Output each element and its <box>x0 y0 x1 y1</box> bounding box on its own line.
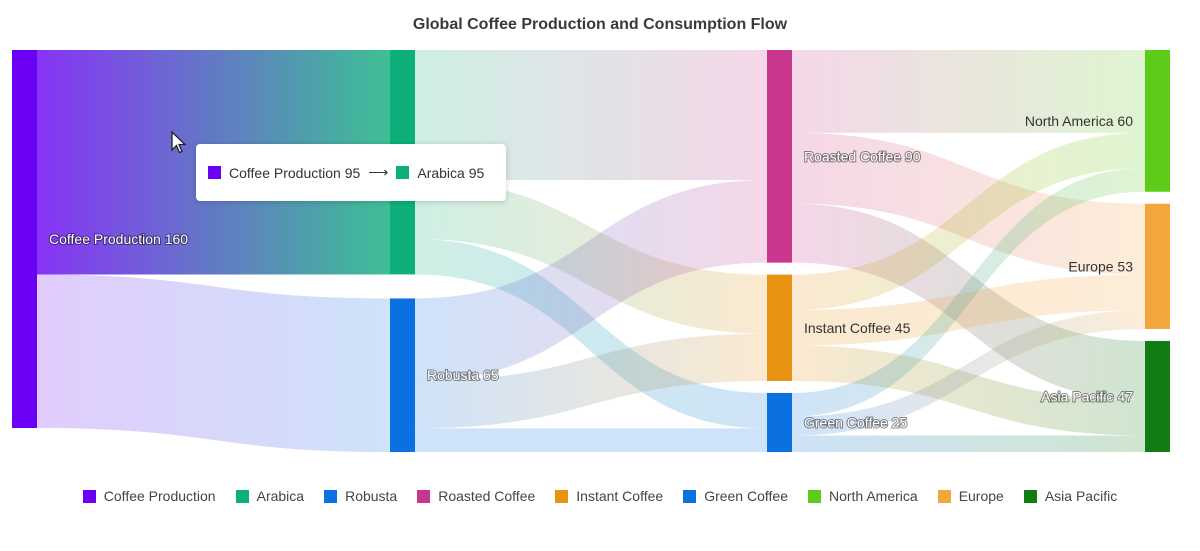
legend-swatch <box>807 489 821 503</box>
legend-swatch <box>555 489 569 503</box>
node-europe[interactable] <box>1145 203 1170 329</box>
node-label-instant: Instant Coffee 45 <box>804 320 911 336</box>
link-green-to-europe[interactable] <box>792 310 1145 436</box>
node-label-north_america: North America 60 <box>1025 113 1133 129</box>
node-green[interactable] <box>767 392 792 452</box>
link-robusta-to-instant[interactable] <box>415 333 767 429</box>
link-instant-to-asia_pacific[interactable] <box>792 345 1145 436</box>
legend-label: Robusta <box>345 488 398 504</box>
legend-swatch <box>417 489 431 503</box>
legend-swatch <box>82 489 96 503</box>
node-label-green: Green Coffee 25 <box>804 414 907 430</box>
legend-item[interactable]: Green Coffee <box>683 488 788 504</box>
link-robusta-to-green[interactable] <box>415 428 767 452</box>
node-label-asia_pacific: Asia Pacific 47 <box>1041 388 1133 404</box>
legend-label: Asia Pacific <box>1044 488 1118 504</box>
tooltip-target-swatch <box>396 166 410 179</box>
link-instant-to-north_america[interactable] <box>792 132 1145 311</box>
tooltip-target-label: Arabica 95 <box>417 164 485 181</box>
link-coffee_production-to-robusta[interactable] <box>37 274 390 452</box>
chart-title: Global Coffee Production and Consumption… <box>412 16 788 33</box>
legend-item[interactable]: North America <box>807 488 918 504</box>
node-asia_pacific[interactable] <box>1145 340 1170 452</box>
legend-swatch <box>1023 489 1037 503</box>
legend-label: Roasted Coffee <box>438 488 536 504</box>
legend-item[interactable]: Coffee Production <box>82 488 216 504</box>
links-layer <box>37 50 1145 452</box>
link-robusta-to-roasted[interactable] <box>415 179 767 382</box>
node-instant[interactable] <box>767 274 792 381</box>
legend-label: Europe <box>958 488 1004 504</box>
legend-item[interactable]: Asia Pacific <box>1023 488 1118 504</box>
legend-item[interactable]: Roasted Coffee <box>417 488 535 504</box>
node-coffee_production[interactable] <box>12 50 37 428</box>
legend-item[interactable]: Europe <box>937 488 1004 504</box>
legend-swatch <box>324 489 338 503</box>
mouse-pointer-icon <box>171 130 187 154</box>
node-north_america[interactable] <box>1145 50 1170 192</box>
legend-label: Arabica <box>256 488 305 504</box>
chart-legend: Coffee Production Arabica Robusta Roasted C… <box>0 488 1200 504</box>
link-green-to-north_america[interactable] <box>792 168 1145 417</box>
node-robusta[interactable] <box>390 298 415 452</box>
node-roasted[interactable] <box>767 50 792 263</box>
tooltip-arrow: ⟶ <box>368 164 389 180</box>
link-roasted-to-north_america[interactable] <box>792 50 1145 133</box>
legend-swatch <box>937 489 951 503</box>
link-instant-to-europe[interactable] <box>792 274 1145 346</box>
node-label-robusta: Robusta 65 <box>427 367 499 383</box>
legend-item[interactable]: Instant Coffee <box>555 488 663 504</box>
legend-label: Coffee Production <box>103 488 216 504</box>
link-tooltip: Coffee Production 95 ⟶ Arabica 95 <box>196 144 506 201</box>
legend-label: North America <box>828 488 918 504</box>
legend-item[interactable]: Robusta <box>324 488 397 504</box>
node-label-roasted: Roasted Coffee 90 <box>804 148 921 164</box>
legend-label: Instant Coffee <box>576 488 664 504</box>
tooltip-source-swatch <box>208 166 221 179</box>
link-green-to-asia_pacific[interactable] <box>792 435 1145 452</box>
legend-swatch <box>683 489 697 503</box>
legend-swatch <box>235 489 249 503</box>
node-label-coffee_production: Coffee Production 160 <box>49 231 188 247</box>
tooltip-source-label: Coffee Production 95 <box>229 164 361 181</box>
node-label-europe: Europe 53 <box>1068 258 1133 274</box>
legend-label: Green Coffee <box>704 488 788 504</box>
legend-item[interactable]: Arabica <box>235 488 305 504</box>
